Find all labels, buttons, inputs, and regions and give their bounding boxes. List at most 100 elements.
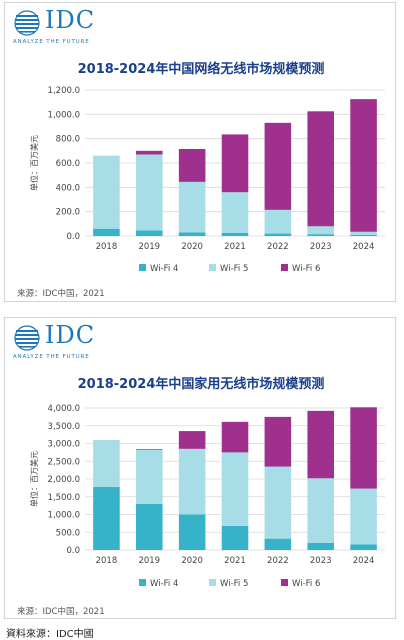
legend-label: Wi-Fi 6 — [292, 264, 320, 274]
bar-wi-fi-6-2023 — [307, 111, 334, 227]
bar-wi-fi-4-2019 — [136, 230, 163, 236]
bar-wi-fi-5-2024 — [350, 488, 377, 545]
y-tick-label: 0.0 — [66, 546, 80, 556]
x-tick-label: 2023 — [310, 242, 332, 252]
idc-logo: IDC ANALYZE THE FUTURE — [13, 321, 133, 364]
legend-label: Wi-Fi 5 — [220, 264, 248, 274]
x-tick-label: 2024 — [353, 556, 375, 566]
globe-icon — [14, 10, 40, 36]
legend-label: Wi-Fi 6 — [292, 579, 320, 589]
y-tick-label: 600.0 — [56, 159, 80, 169]
bar-wi-fi-4-2024 — [350, 234, 377, 236]
source-note: 来源：IDC中国，2021 — [17, 289, 105, 299]
chart-panel-home: IDC ANALYZE THE FUTURE 2018-2024年中国家用无线市… — [4, 317, 396, 619]
chart-title: 2018-2024年中国网络无线市场规模预测 — [77, 62, 325, 77]
globe-icon — [14, 325, 40, 351]
logo-tagline: ANALYZE THE FUTURE — [13, 354, 90, 360]
x-tick-label: 2019 — [138, 556, 160, 566]
bar-wi-fi-6-2021 — [221, 134, 249, 193]
bar-wi-fi-4-2020 — [178, 514, 206, 550]
y-tick-label: 1,200.0 — [48, 86, 80, 96]
bar-wi-fi-5-2023 — [307, 478, 334, 543]
bar-wi-fi-4-2018 — [93, 228, 120, 236]
logo-tagline: ANALYZE THE FUTURE — [13, 39, 90, 45]
bar-wi-fi-6-2022 — [264, 416, 292, 467]
bar-wi-fi-4-2021 — [221, 232, 249, 236]
y-tick-label: 400.0 — [56, 183, 80, 193]
x-tick-label: 2022 — [267, 242, 289, 252]
legend-swatch — [209, 264, 216, 271]
x-tick-label: 2023 — [310, 556, 332, 566]
bar-wi-fi-6-2024 — [350, 407, 377, 489]
x-tick-label: 2020 — [181, 242, 203, 252]
x-tick-label: 2018 — [96, 556, 118, 566]
bar-wi-fi-5-2022 — [264, 466, 292, 539]
x-tick-label: 2024 — [353, 242, 375, 252]
bar-wi-fi-6-2020 — [178, 149, 206, 182]
bar-wi-fi-6-2022 — [264, 122, 292, 210]
y-tick-label: 3,000.0 — [48, 440, 80, 450]
x-tick-label: 2022 — [267, 556, 289, 566]
legend-label: Wi-Fi 4 — [150, 579, 178, 589]
y-tick-label: 1,000.0 — [48, 511, 80, 521]
y-tick-label: 200.0 — [56, 208, 80, 218]
bar-wi-fi-5-2020 — [178, 448, 206, 515]
bar-wi-fi-5-2018 — [93, 439, 120, 487]
stacked-bar-chart: 0.0 200.0 400.0 600.0 800.0 1,000.0 1,200.0 单位：… — [29, 86, 385, 274]
stacked-bar-chart: 0.0 500.0 1,000.0 1,500.0 2,000.0 2,500.0 3,00… — [29, 404, 385, 589]
logo-wordmark: IDC — [45, 6, 96, 34]
bar-wi-fi-4-2023 — [307, 234, 334, 236]
bar-wi-fi-5-2020 — [178, 181, 206, 233]
bar-wi-fi-5-2024 — [350, 231, 377, 235]
bar-wi-fi-4-2022 — [264, 233, 292, 236]
y-axis-label: 单位：百万美元 — [29, 135, 39, 191]
legend-label: Wi-Fi 4 — [150, 264, 178, 274]
y-tick-label: 4,000.0 — [48, 404, 80, 414]
bar-wi-fi-5-2021 — [221, 452, 249, 526]
bar-wi-fi-6-2021 — [221, 421, 249, 453]
bar-wi-fi-4-2018 — [93, 486, 120, 550]
x-tick-label: 2021 — [224, 556, 246, 566]
bar-wi-fi-6-2019 — [136, 150, 163, 155]
chart-title: 2018-2024年中国家用无线市场规模预测 — [77, 377, 325, 392]
y-tick-label: 2,000.0 — [48, 475, 80, 485]
x-tick-label: 2019 — [138, 242, 160, 252]
y-tick-label: 1,000.0 — [48, 110, 80, 120]
legend-swatch — [281, 579, 288, 586]
bar-wi-fi-4-2020 — [178, 232, 206, 236]
bar-wi-fi-4-2021 — [221, 525, 249, 550]
y-tick-label: 2,500.0 — [48, 457, 80, 467]
bar-wi-fi-6-2019 — [136, 449, 163, 450]
legend-swatch — [139, 264, 146, 271]
y-tick-label: 3,500.0 — [48, 422, 80, 432]
legend-swatch — [139, 579, 146, 586]
bar-wi-fi-6-2020 — [178, 431, 206, 449]
bar-wi-fi-5-2021 — [221, 192, 249, 233]
bar-wi-fi-5-2019 — [136, 449, 163, 504]
footer-source: 資料來源：IDC中國 — [6, 629, 94, 640]
bar-wi-fi-5-2023 — [307, 226, 334, 235]
bar-wi-fi-5-2018 — [93, 155, 120, 229]
bar-wi-fi-4-2022 — [264, 538, 292, 550]
bar-wi-fi-4-2023 — [307, 542, 334, 550]
bar-wi-fi-5-2022 — [264, 209, 292, 234]
bar-wi-fi-6-2023 — [307, 410, 334, 479]
x-tick-label: 2018 — [96, 242, 118, 252]
y-tick-label: 0.0 — [66, 232, 80, 242]
bar-wi-fi-5-2019 — [136, 154, 163, 231]
y-tick-label: 800.0 — [56, 135, 80, 145]
y-tick-label: 500.0 — [56, 528, 80, 538]
y-axis-label: 单位：百万美元 — [29, 451, 39, 507]
logo-wordmark: IDC — [45, 321, 96, 349]
idc-logo: IDC ANALYZE THE FUTURE — [13, 6, 133, 49]
legend-label: Wi-Fi 5 — [220, 579, 248, 589]
y-tick-label: 1,500.0 — [48, 493, 80, 503]
chart-panel-network: IDC ANALYZE THE FUTURE 2018-2024年中国网络无线市… — [4, 2, 396, 302]
source-note: 来源：IDC中国，2021 — [17, 607, 105, 617]
bar-wi-fi-4-2019 — [136, 503, 163, 550]
x-tick-label: 2021 — [224, 242, 246, 252]
bar-wi-fi-6-2024 — [350, 99, 377, 232]
bar-wi-fi-4-2024 — [350, 544, 377, 550]
legend-swatch — [209, 579, 216, 586]
legend-swatch — [281, 264, 288, 271]
